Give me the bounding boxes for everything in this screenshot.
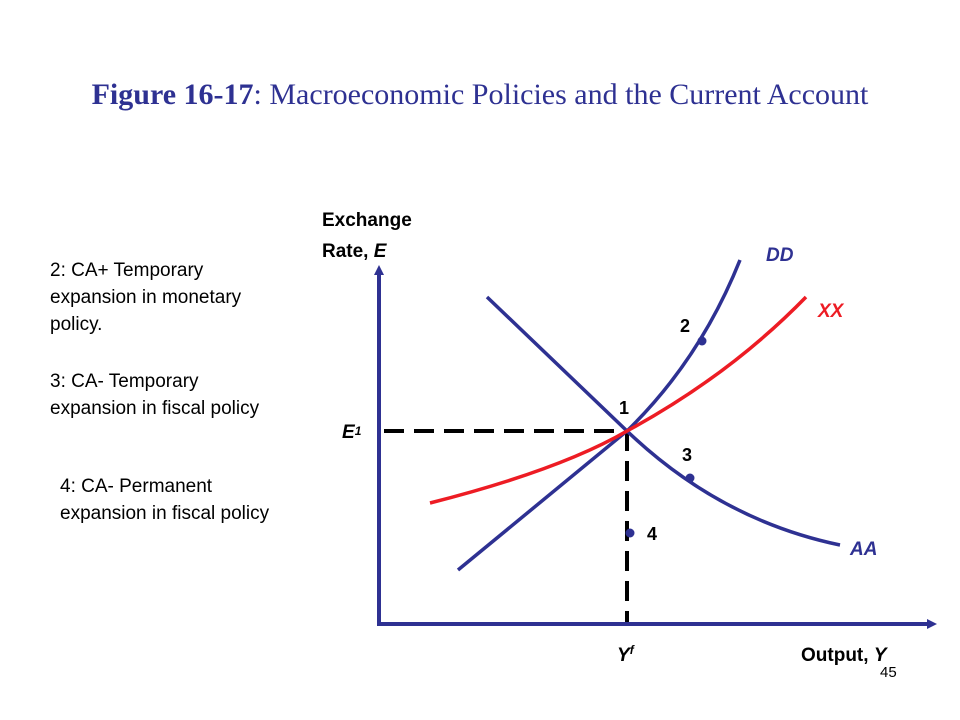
note-line: expansion in fiscal policy xyxy=(50,398,260,419)
dd-label: DD xyxy=(766,245,794,266)
xx-label: XX xyxy=(817,301,845,322)
y-axis-label-line2: Rate, E xyxy=(322,241,388,262)
point-3-label: 3 xyxy=(682,445,692,465)
note-line: 3: CA- Temporary xyxy=(50,371,199,392)
aa-curve xyxy=(485,295,841,547)
note-line: 4: CA- Permanent xyxy=(60,476,213,497)
note-fiscal-permanent: 4: CA- Permanent expansion in fiscal pol… xyxy=(60,473,269,527)
x-axis-label: Output, Y xyxy=(801,645,889,666)
note-line: expansion in fiscal policy xyxy=(60,503,270,524)
point-3-dot xyxy=(685,473,695,483)
point-1-label: 1 xyxy=(619,398,629,418)
point-2-dot xyxy=(697,336,707,346)
figure-title: : Macroeconomic Policies and the Current… xyxy=(253,78,869,111)
slide-number: 45 xyxy=(880,664,897,681)
point-2-label: 2 xyxy=(680,316,690,336)
note-line: policy. xyxy=(50,314,103,335)
y-axis-label-line1: Exchange xyxy=(322,210,412,231)
xx-curve xyxy=(429,295,808,505)
dd-curve xyxy=(456,259,742,572)
figure-number: Figure 16-17 xyxy=(91,78,254,111)
slide-title: Figure 16-17: Macroeconomic Policies and… xyxy=(0,78,960,112)
yf-label: Yf xyxy=(617,643,635,666)
aa-label: AA xyxy=(849,539,877,560)
point-4-label: 4 xyxy=(647,524,657,544)
note-fiscal-temporary: 3: CA- Temporary expansion in fiscal pol… xyxy=(50,368,259,422)
note-line: 2: CA+ Temporary xyxy=(50,260,204,281)
e1-label: E1 xyxy=(342,422,362,443)
point-4-dot xyxy=(625,528,635,538)
note-line: expansion in monetary xyxy=(50,287,242,308)
note-monetary-temporary: 2: CA+ Temporary expansion in monetary p… xyxy=(50,257,241,338)
